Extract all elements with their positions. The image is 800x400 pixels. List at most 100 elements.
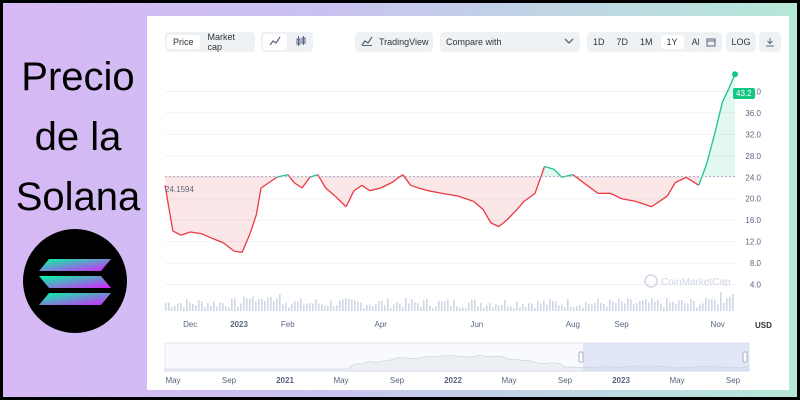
navigator-x-label: 2022 xyxy=(444,376,462,385)
tab-market-cap[interactable]: Market cap xyxy=(207,32,236,52)
price-segment xyxy=(553,168,563,178)
price-area-segment xyxy=(261,176,269,188)
volume-bar xyxy=(678,300,680,311)
volume-bar xyxy=(729,296,731,311)
navigator-left-handle[interactable] xyxy=(578,351,584,363)
volume-bar xyxy=(270,296,272,311)
price-segment xyxy=(241,233,251,253)
price-segment xyxy=(369,187,381,192)
navigator-x-label: May xyxy=(165,376,180,385)
price-segment xyxy=(255,187,262,215)
price-area-segment xyxy=(506,176,515,221)
range-all[interactable]: All xyxy=(691,37,702,47)
price-segment xyxy=(418,187,429,192)
volume-bar xyxy=(378,301,380,311)
volume-bar xyxy=(246,298,248,311)
range-7d[interactable]: 7D xyxy=(616,37,629,47)
volume-bar xyxy=(609,299,611,311)
volume-bar xyxy=(612,301,614,311)
volume-bar xyxy=(615,303,617,311)
price-segment xyxy=(427,190,443,195)
volume-bar xyxy=(732,294,734,311)
range-1y[interactable]: 1Y xyxy=(660,35,684,49)
tradingview-button[interactable]: TradingView xyxy=(355,32,433,52)
volume-bar xyxy=(540,303,542,311)
volume-bar xyxy=(456,306,458,311)
volume-bar xyxy=(459,307,461,311)
volume-bar xyxy=(447,299,449,311)
volume-bar xyxy=(393,304,395,311)
title-line-1: Precio xyxy=(21,55,135,99)
price-segment xyxy=(249,214,257,234)
volume-bar xyxy=(570,307,572,311)
volume-bar xyxy=(516,301,518,311)
range-navigator[interactable]: May Sep 2021 May Sep 2022 May Sep 2023 May Sep xyxy=(164,342,750,385)
volume-bar xyxy=(468,302,470,311)
download-icon[interactable] xyxy=(759,32,781,52)
line-chart-icon[interactable] xyxy=(263,34,287,50)
volume-bar xyxy=(309,303,311,311)
x-tick-label: Feb xyxy=(281,320,295,329)
tab-price[interactable]: Price xyxy=(167,35,200,49)
volume-bar xyxy=(651,298,653,311)
navigator-x-label: Sep xyxy=(222,376,237,385)
navigator-x-label: Sep xyxy=(726,376,741,385)
volume-bar xyxy=(687,303,689,311)
y-tick-label: 20.0 xyxy=(745,195,761,204)
log-toggle[interactable]: LOG xyxy=(726,32,756,52)
range-1d[interactable]: 1D xyxy=(593,37,605,47)
volume-bar xyxy=(435,306,437,311)
volume-bar xyxy=(477,306,479,311)
price-segment xyxy=(706,134,716,165)
price-area-segment xyxy=(369,176,381,191)
volume-bar xyxy=(315,299,317,311)
volume-bar xyxy=(561,304,563,311)
volume-bar xyxy=(600,302,602,311)
volume-bar xyxy=(696,307,698,311)
volume-bar xyxy=(555,301,557,311)
navigator-x-label: Sep xyxy=(390,376,405,385)
price-area-segment xyxy=(722,88,729,177)
price-segment xyxy=(498,219,508,228)
volume-bar xyxy=(348,298,350,311)
volume-bar xyxy=(342,299,344,311)
volume-bar xyxy=(219,302,221,311)
volume-bar xyxy=(666,298,668,311)
range-1m[interactable]: 1M xyxy=(640,37,653,47)
navigator-selection[interactable] xyxy=(583,343,749,371)
price-segment xyxy=(260,182,270,189)
volume-bar xyxy=(264,300,266,311)
volume-bar xyxy=(354,300,356,311)
price-segment xyxy=(490,222,500,228)
volume-bar xyxy=(522,303,524,311)
calendar-icon[interactable] xyxy=(700,32,722,52)
price-area-segment xyxy=(706,134,715,177)
volume-bar xyxy=(207,303,209,311)
price-segment xyxy=(698,163,708,186)
volume-bar xyxy=(177,303,179,311)
volume-bar xyxy=(693,300,695,311)
volume-bar xyxy=(486,305,488,311)
volume-bar xyxy=(498,305,500,311)
price-segment xyxy=(190,231,202,235)
navigator-x-label: 2023 xyxy=(612,376,630,385)
y-tick-label: 28.0 xyxy=(745,152,761,161)
candlestick-icon[interactable] xyxy=(289,36,313,48)
y-tick-label: 24.0 xyxy=(745,173,761,182)
volume-bar xyxy=(204,307,206,311)
volume-bar xyxy=(321,303,323,311)
compare-with-dropdown[interactable]: Compare with xyxy=(440,32,580,52)
price-segment xyxy=(345,190,355,208)
volume-bar xyxy=(306,303,308,311)
price-segment xyxy=(544,165,555,170)
volume-bar xyxy=(171,306,173,311)
x-tick-label: Dec xyxy=(183,320,197,329)
price-segment xyxy=(586,184,599,194)
volume-bar xyxy=(462,307,464,311)
price-line-chart[interactable]: 4.08.012.016.020.024.028.032.036.040.0 D… xyxy=(147,16,789,390)
price-area-segment xyxy=(242,176,251,253)
price-segment xyxy=(268,176,278,184)
navigator-right-handle[interactable] xyxy=(742,351,748,363)
volume-bar xyxy=(588,303,590,311)
baseline-label: 24.1594 xyxy=(165,185,194,194)
